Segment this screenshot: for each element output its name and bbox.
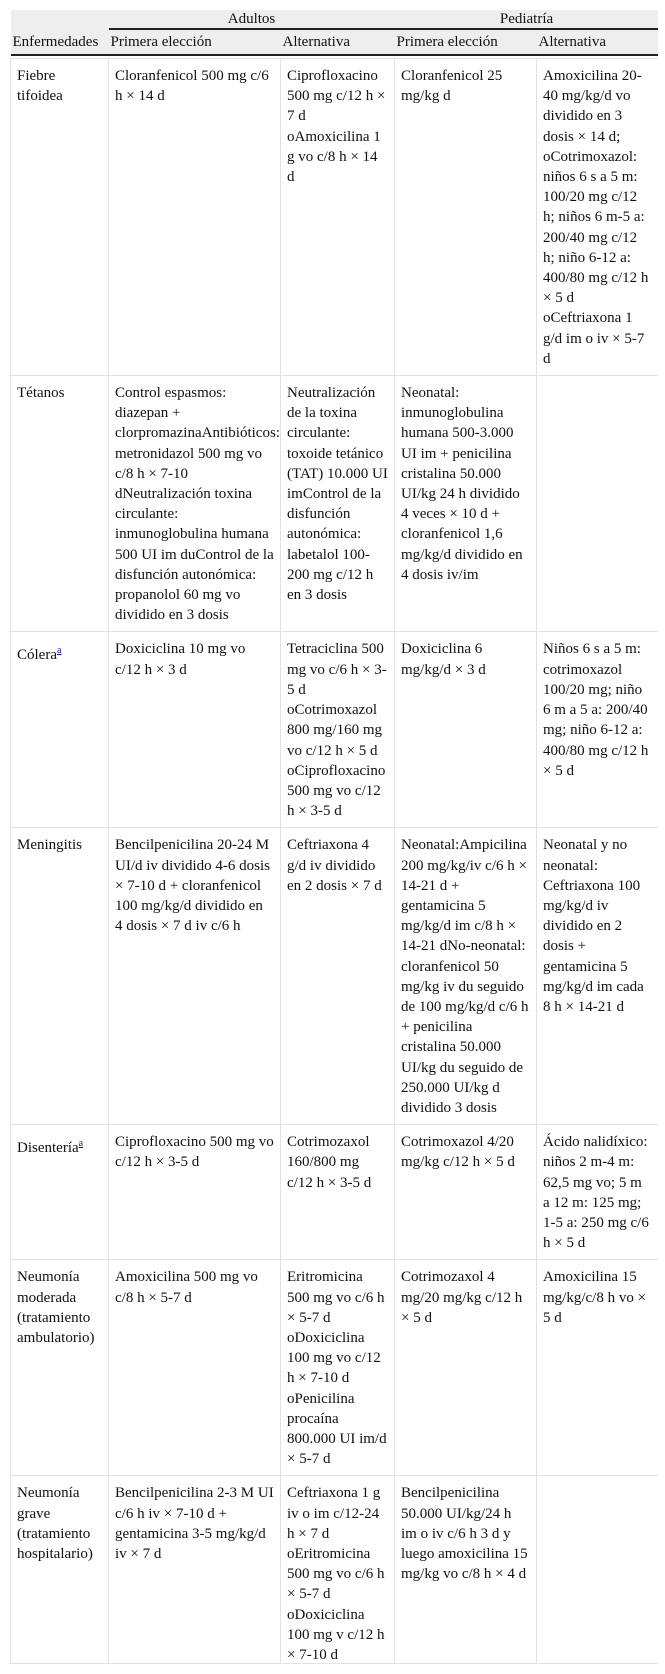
pediatric-alternative-cell xyxy=(536,1475,658,1663)
pediatric-alternative-cell xyxy=(536,375,658,633)
disease-name: Neumonía grave (tratamiento hospitalario… xyxy=(17,1485,93,1563)
column-header-pediatric-first-choice: Primera elección xyxy=(394,29,537,56)
disease-cell: Meningitis xyxy=(10,827,109,1126)
adult-first-choice-cell: Amoxicilina 500 mg vo c/8 h × 5-7 d xyxy=(108,1259,281,1477)
header-empty xyxy=(10,10,109,29)
pediatric-first-choice-cell: Cloranfenicol 25 mg/kg d xyxy=(394,58,538,377)
footnote-link[interactable]: a xyxy=(78,1138,84,1150)
adult-alternative-cell: Ciprofloxacino 500 mg c/12 h × 7 d oAmox… xyxy=(279,58,396,377)
disease-name: Disentería xyxy=(17,1140,79,1157)
column-header-adult-first-choice: Primera elección xyxy=(108,29,281,56)
adult-alternative-cell: Cotrimozaxol 160/800 mg c/12 h × 3-5 d xyxy=(279,1124,396,1261)
column-header-pediatric-alternative: Alternativa xyxy=(536,29,658,56)
pediatric-first-choice-cell: Cotrimozaxol 4 mg/20 mg/kg c/12 h × 5 d xyxy=(394,1259,538,1477)
disease-cell: Disenteríaa xyxy=(10,1124,109,1261)
pediatric-alternative-cell: Neonatal y no neonatal: Ceftriaxona 100 … xyxy=(536,827,658,1126)
pediatric-first-choice-cell: Doxiciclina 6 mg/kg/d × 3 d xyxy=(394,631,538,829)
adult-alternative-cell: Ceftriaxona 4 g/d iv dividido en 2 dosis… xyxy=(279,827,396,1126)
table-row: Neumonía grave (tratamiento hospitalario… xyxy=(10,1475,658,1663)
column-header-adult-alternative: Alternativa xyxy=(280,29,395,56)
pediatric-first-choice-cell: Cotrimoxazol 4/20 mg/kg c/12 h × 5 d xyxy=(394,1124,538,1261)
pediatric-alternative-cell: Amoxicilina 15 mg/kg/c/8 h vo × 5 d xyxy=(536,1259,658,1477)
table-row: Meningitis Bencilpenicilina 20-24 M UI/d … xyxy=(10,827,658,1126)
adult-alternative-cell: Eritromicina 500 mg vo c/6 h × 5-7 d oDo… xyxy=(279,1259,396,1477)
pediatric-first-choice-cell: Bencilpenicilina 50.000 UI/kg/24 h im o … xyxy=(394,1475,538,1663)
disease-cell: Neumonía grave (tratamiento hospitalario… xyxy=(10,1475,109,1663)
table-row: Cóleraa Doxiciclina 10 mg vo c/12 h × 3 d… xyxy=(10,631,658,829)
pediatric-alternative-cell: Ácido nalidíxico: niños 2 m-4 m: 62,5 mg… xyxy=(536,1124,658,1261)
adult-first-choice-cell: Bencilpenicilina 2-3 M UI c/6 h iv × 7-1… xyxy=(108,1475,281,1663)
treatment-table-container: Adultos Pediatría Enfermedades Primera e… xyxy=(10,10,658,1664)
adult-first-choice-cell: Control espasmos: diazepan + clorpromazi… xyxy=(108,375,281,633)
disease-cell: Cóleraa xyxy=(10,631,109,829)
header-column-row: Enfermedades Primera elección Alternativ… xyxy=(10,29,658,56)
adult-alternative-cell: Tetraciclina 500 mg vo c/6 h × 3-5 d oCo… xyxy=(279,631,396,829)
table-body: Fiebre tifoidea Cloranfenicol 500 mg c/6 … xyxy=(10,55,658,1663)
adult-alternative-cell: Ceftriaxona 1 g iv o im c/12-24 h × 7 d … xyxy=(279,1475,396,1663)
header-group-pediatria: Pediatría xyxy=(394,10,658,30)
disease-cell: Neumonía moderada (tratamiento ambulator… xyxy=(10,1259,109,1477)
disease-cell: Fiebre tifoidea xyxy=(10,58,109,377)
disease-cell: Tétanos xyxy=(10,375,109,633)
footnote-link[interactable]: a xyxy=(56,645,62,657)
column-header-enfermedades: Enfermedades xyxy=(10,29,109,56)
header-group-row: Adultos Pediatría xyxy=(10,10,658,30)
table-row: Neumonía moderada (tratamiento ambulator… xyxy=(10,1259,658,1477)
disease-name: Cólera xyxy=(17,647,57,664)
disease-name: Tétanos xyxy=(17,385,65,402)
pediatric-first-choice-cell: Neonatal:Ampicilina 200 mg/kg/iv c/6 h ×… xyxy=(394,827,538,1126)
disease-name: Fiebre tifoidea xyxy=(17,68,63,105)
pediatric-alternative-cell: Amoxicilina 20-40 mg/kg/d vo dividido en… xyxy=(536,58,658,377)
adult-first-choice-cell: Doxiciclina 10 mg vo c/12 h × 3 d xyxy=(108,631,281,829)
pediatric-alternative-cell: Niños 6 s a 5 m: cotrimoxazol 100/20 mg;… xyxy=(536,631,658,829)
adult-first-choice-cell: Ciprofloxacino 500 mg vo c/12 h × 3-5 d xyxy=(108,1124,281,1261)
table-row: Disenteríaa Ciprofloxacino 500 mg vo c/12… xyxy=(10,1124,658,1261)
table-row: Tétanos Control espasmos: diazepan + clor… xyxy=(10,375,658,633)
adult-alternative-cell: Neutralización de la toxina circulante: … xyxy=(279,375,396,633)
disease-name: Meningitis xyxy=(17,837,83,854)
adult-first-choice-cell: Bencilpenicilina 20-24 M UI/d iv dividid… xyxy=(108,827,281,1126)
treatment-table: Adultos Pediatría Enfermedades Primera e… xyxy=(10,10,658,1663)
pediatric-first-choice-cell: Neonatal: inmunoglobulina humana 500-3.0… xyxy=(394,375,538,633)
disease-name: Neumonía moderada (tratamiento ambulator… xyxy=(17,1269,95,1346)
adult-first-choice-cell: Cloranfenicol 500 mg c/6 h × 14 d xyxy=(108,58,281,377)
header-group-adultos: Adultos xyxy=(108,10,395,30)
table-row: Fiebre tifoidea Cloranfenicol 500 mg c/6 … xyxy=(10,58,658,377)
